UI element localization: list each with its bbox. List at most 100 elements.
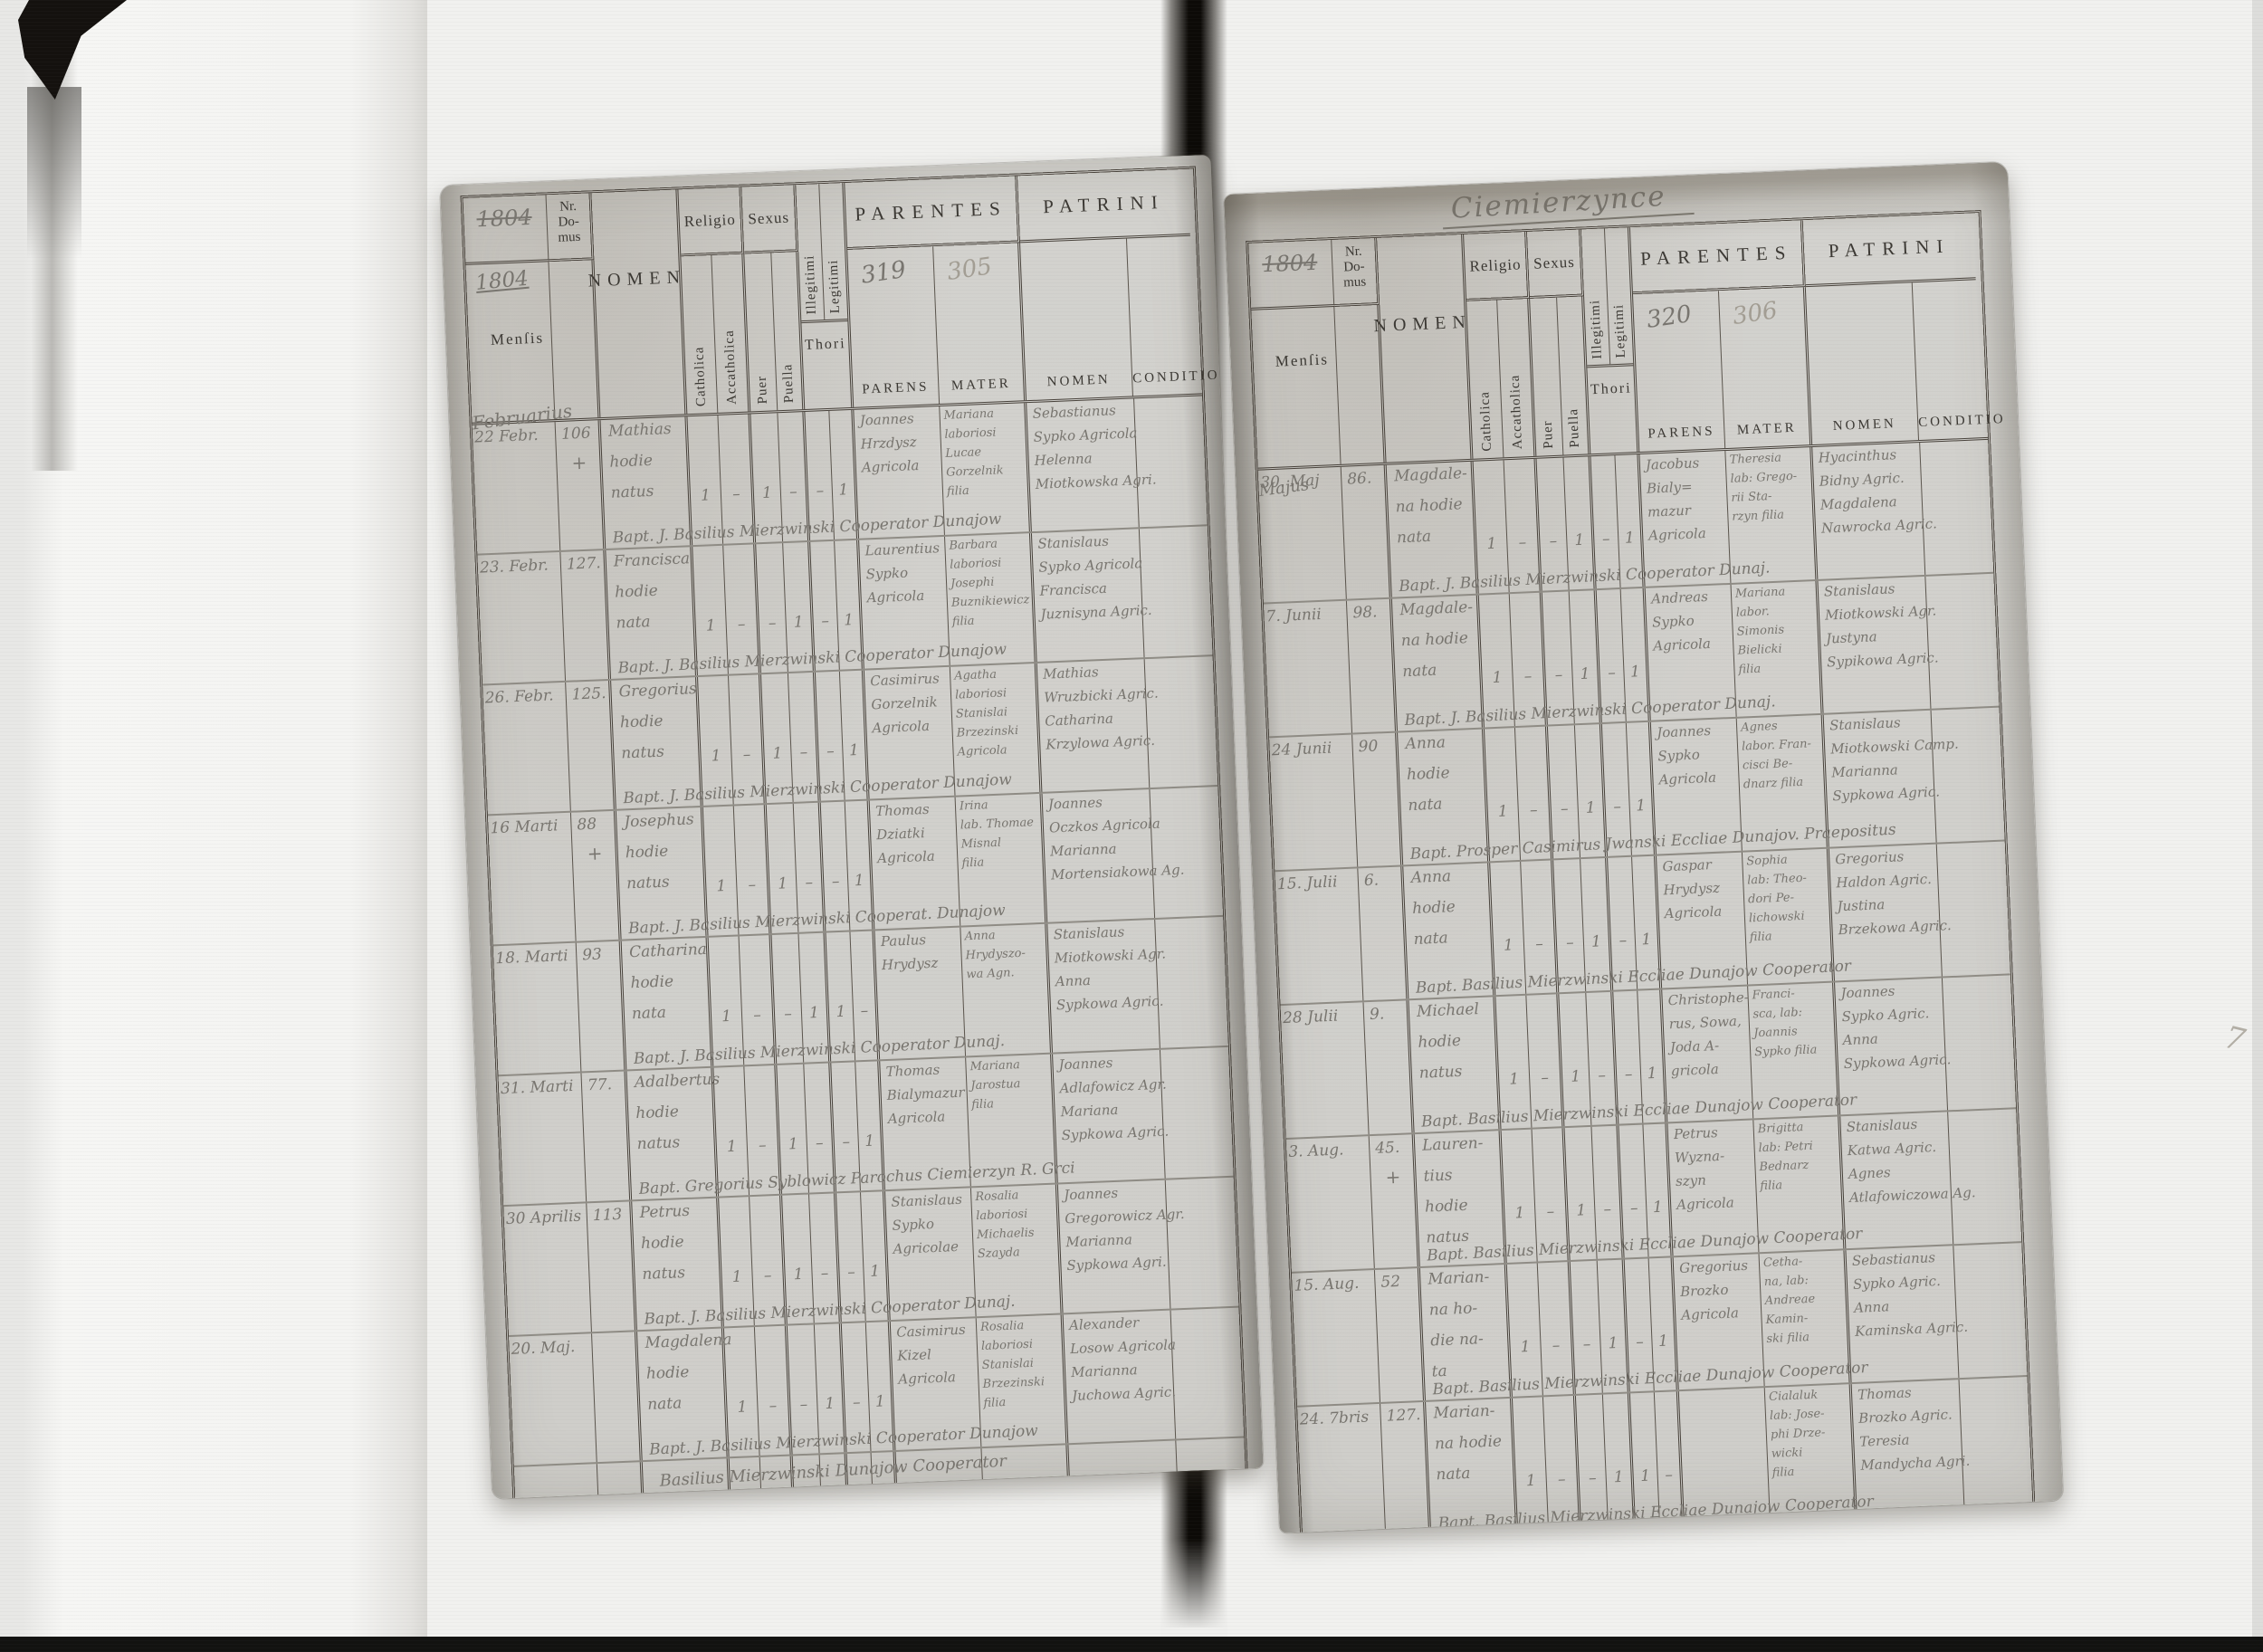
filler-cell [1857, 1511, 2029, 1533]
gutter-fade [1160, 1539, 1227, 1647]
stray-pencil-mark: 7 [2220, 1018, 2249, 1060]
record-date: 31. Marti [498, 1073, 587, 1206]
legitimacy-labels: Illegitimi Legitimi [1580, 227, 1634, 368]
name-line: Magdale- [1399, 597, 1474, 620]
name-line: Marian- [1427, 1267, 1490, 1289]
name-line: natus [610, 482, 654, 502]
father-line: Dziatki [875, 825, 926, 844]
mother-line: filia [970, 1097, 995, 1112]
name-line: na hodie [1395, 495, 1464, 517]
name-line: hodie [1418, 1031, 1462, 1052]
record-house-number: 45. + [1369, 1134, 1420, 1269]
father-line: Agricola [1664, 902, 1723, 922]
father-line: Hrydysz [1663, 879, 1721, 899]
header-thori: Thori [1590, 380, 1632, 398]
header-legitimi: Legitimi [1605, 227, 1633, 364]
header-thori-group: Illegitimi Legitimi Thori [796, 183, 855, 410]
header-patrini-nomen: NOMEN [1805, 282, 1920, 445]
father-line: Laurentius [864, 540, 941, 559]
name-line: Anna [1405, 733, 1447, 754]
father-line: Bialy= [1646, 478, 1693, 497]
name-line: na ho- [1428, 1299, 1478, 1320]
house-number: 93 [581, 945, 603, 965]
conditio-label: CONDITIO [1132, 368, 1220, 387]
header-parentes: PARENTES [845, 176, 1021, 250]
name-line: Adalbertus [634, 1070, 721, 1093]
father-line: Gaspar [1662, 856, 1713, 875]
name-line: Lauren- [1421, 1133, 1484, 1155]
mother-line: filia [951, 614, 975, 629]
header-nr-domus: Nr. Do- mus [1332, 237, 1380, 307]
header-conditio: CONDITIO [1913, 280, 2006, 440]
filler-cell [513, 1464, 600, 1499]
house-mark: + [587, 842, 603, 865]
house-number: 127. [566, 554, 602, 574]
father-line: Hrzdysz [860, 434, 917, 453]
record-house-number: 86. [1341, 464, 1392, 599]
father-line: Agricola [876, 847, 936, 867]
parens-page-number: 319 [859, 255, 908, 290]
mother-line: filia [983, 1395, 1007, 1410]
name-line: nata [631, 1003, 667, 1024]
mother-line: Agricola [957, 743, 1007, 759]
house-number: 9. [1369, 1005, 1385, 1025]
mater-label: MATER [950, 376, 1012, 394]
mother-line: Sypko filia [1753, 1043, 1818, 1060]
legitimi-label: Legitimi [1611, 303, 1628, 359]
header-mater: 306 MATER [1718, 287, 1813, 449]
name-line: hodie [1424, 1196, 1468, 1217]
patrini-nomen-label: NOMEN [1046, 372, 1112, 390]
name-line: nata [616, 613, 651, 633]
name-line: nata [1413, 929, 1449, 949]
header-sexus: Sexus [741, 185, 799, 254]
name-line: Anna [1410, 867, 1452, 887]
father-line: Agricola [872, 717, 931, 737]
house-number: 77. [587, 1075, 613, 1095]
header-mensis: 1804 Menſis Februarius [465, 262, 573, 434]
records-right: 30. Maj 86. Magdale-na hodie nata 1– –1–1 Jaco… [1257, 439, 2034, 1533]
year-annotation: 1804 [474, 266, 530, 295]
parens-label: PARENS [1647, 424, 1715, 442]
mother-line: filia [1749, 930, 1772, 945]
name-line: na hodie [1434, 1432, 1503, 1454]
mensis-label: Menſis [490, 329, 545, 349]
name-line: tius [1423, 1166, 1453, 1186]
name-line: natus [620, 742, 665, 763]
year-annotation-struck: 1804 [463, 195, 549, 265]
father-line: Hrydysz [881, 954, 939, 974]
mother-line: filia [1760, 1179, 1783, 1194]
puer-label: Puer [754, 375, 770, 405]
record-date: 3. Aug. [1285, 1136, 1375, 1272]
name-line: Michael [1416, 999, 1480, 1021]
record-house-number: 98. [1346, 598, 1398, 733]
record-date: 20. Maj. [509, 1333, 597, 1466]
mother-line: wa Agn. [966, 966, 1015, 982]
catholica-label: Catholica [1477, 390, 1495, 452]
mater-page-number: 306 [1731, 297, 1780, 331]
nr-domus-line: Nr. [559, 198, 578, 215]
name-line: nata [1396, 527, 1432, 548]
name-line: nata [1408, 795, 1443, 816]
illegitimi-label: Illegitimi [802, 254, 820, 315]
catholica-label: Catholica [692, 345, 710, 406]
house-number: 106 [560, 424, 591, 444]
mother-line: rzyn filia [1732, 508, 1785, 524]
legitimi-label: Legitimi [826, 259, 844, 314]
nr-domus-line: Nr. [1344, 244, 1362, 260]
mensis-label: Menſis [1275, 350, 1330, 370]
father-line: Joannes [1656, 721, 1712, 741]
father-line: Sypko [1657, 746, 1701, 765]
name-line: natus [642, 1264, 686, 1284]
record-house-number: 9. [1363, 1000, 1415, 1135]
record-date: 23. Febr. [477, 551, 567, 684]
name-line: hodie [1406, 764, 1450, 785]
right-register-page: Ciemierzynce 1804 Nr. Do- mus NOMEN Reli… [1224, 161, 2064, 1533]
mother-line: Szayda [977, 1246, 1021, 1262]
house-number: 127. [1386, 1406, 1421, 1426]
house-number: 88 [577, 815, 597, 835]
name-line: Gregorius [618, 680, 698, 702]
house-number: 90 [1358, 737, 1379, 757]
header-sexus: Sexus [1527, 229, 1585, 299]
father-line: Andreas [1650, 587, 1709, 607]
header-religio: Religio [678, 186, 745, 257]
